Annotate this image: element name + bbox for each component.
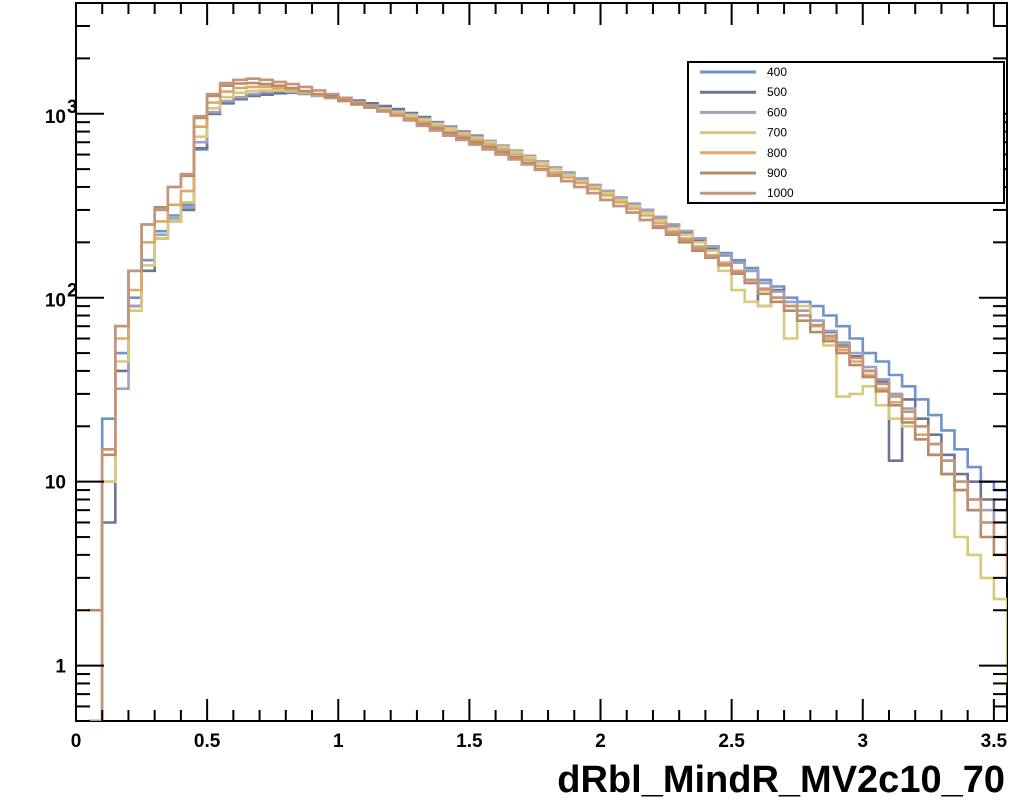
legend-label: 600 [767,105,787,119]
x-tick-label: 2.5 [718,731,745,752]
y-tick-label: 10 [45,107,66,128]
legend-label: 1000 [767,186,794,200]
legend-label: 500 [767,85,787,99]
x-tick-label: 1.5 [456,731,483,752]
y-tick-label: 1 [55,657,66,678]
x-tick-label: 2 [595,731,606,752]
y-tick-label: 10 [45,291,66,312]
x-axis-title: dRbl_MindR_MV2c10_70 [557,759,1005,801]
x-tick-label: 3 [857,731,868,752]
legend-label: 400 [767,65,787,79]
series-line-1000 [89,77,1007,721]
y-tick-label-exponent: 2 [67,281,78,302]
legend-label: 700 [767,126,787,140]
x-tick-label: 1 [333,731,344,752]
plot-frame [75,2,1008,722]
y-tick-label: 10 [45,473,66,494]
legend: 400 500 600 700 800 900 1000 [687,61,1005,204]
series-layer [89,77,1007,721]
legend-label: 800 [767,146,787,160]
x-tick-label: 0 [71,731,82,752]
x-tick-label: 0.5 [194,731,221,752]
legend-label: 900 [767,166,787,180]
x-tick-label: 3.5 [981,731,1008,752]
y-tick-label-exponent: 3 [67,97,78,118]
